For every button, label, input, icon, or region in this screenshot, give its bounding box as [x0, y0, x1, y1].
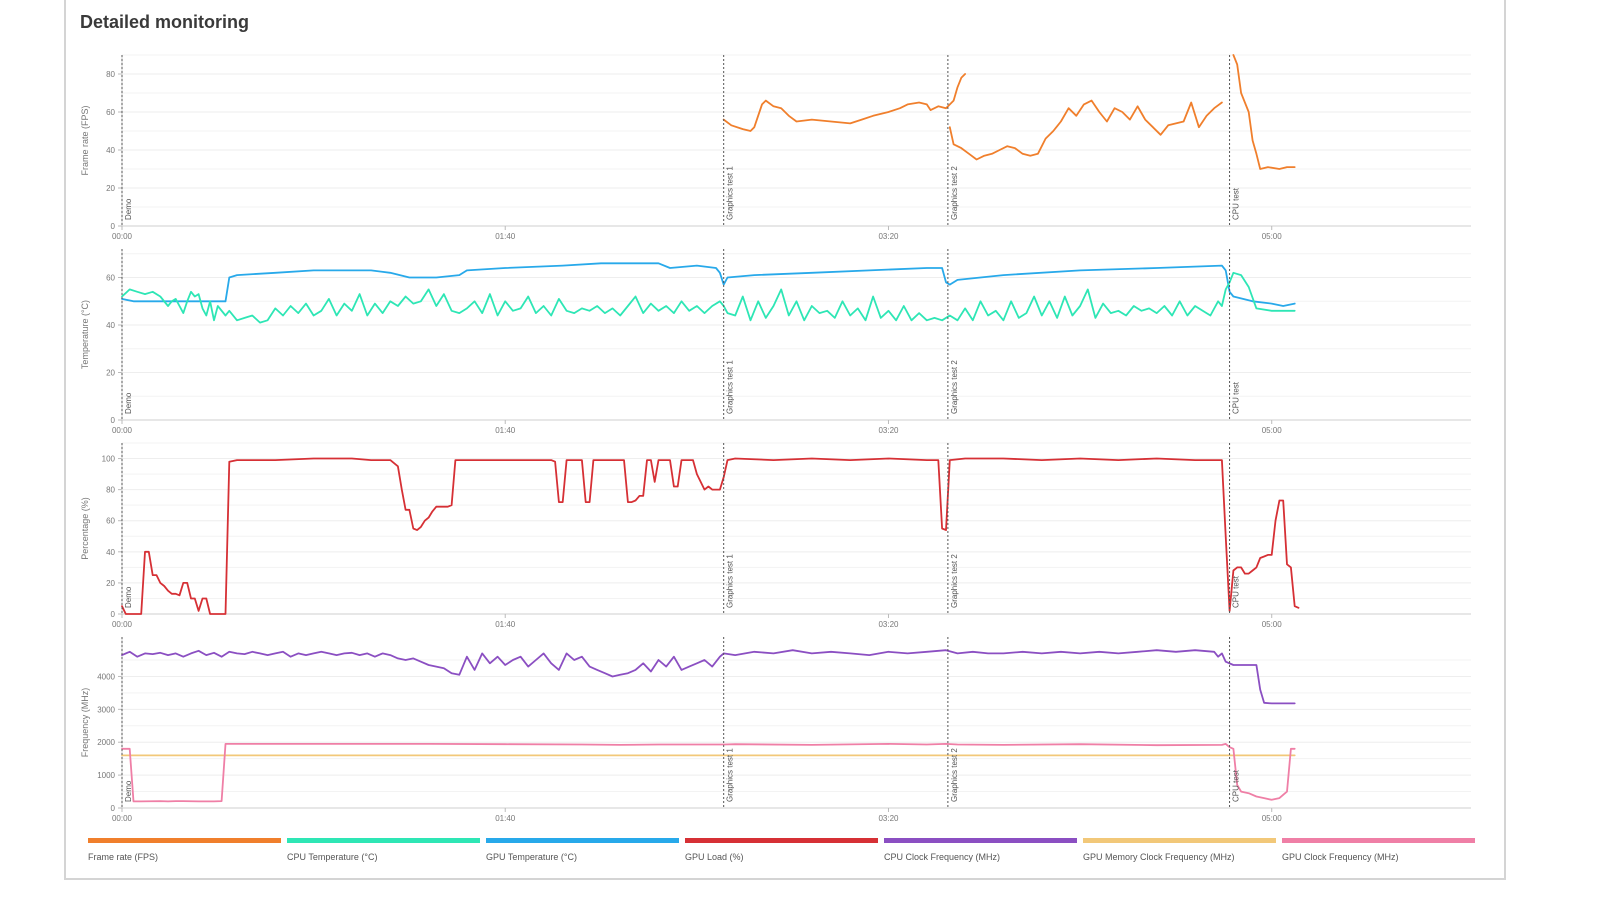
legend-item-gpu-clock[interactable]: GPU Clock Frequency (MHz) — [1282, 838, 1475, 862]
test-marker-label: CPU test — [1232, 575, 1241, 608]
x-tick-label: 01:40 — [495, 620, 516, 629]
legend-label: CPU Clock Frequency (MHz) — [884, 852, 1001, 862]
series-line-frame-rate-fps — [948, 99, 1223, 161]
legend-item-cpu-clock[interactable]: CPU Clock Frequency (MHz) — [884, 838, 1077, 862]
legend-swatch — [486, 838, 679, 843]
chart-2: 0 20 40 60 00:00 01:40 03:20 05:00 Temperature (… — [80, 249, 1471, 435]
chart-4: 0 1000 2000 3000 4000 00:00 01:40 03:20 05:00 Fre… — [80, 637, 1471, 823]
panel-title: Detailed monitoring — [80, 12, 250, 32]
x-tick-label: 05:00 — [1262, 814, 1283, 823]
test-marker-label: Demo — [124, 198, 133, 220]
y-tick-label: 2000 — [97, 738, 115, 747]
y-tick-label: 40 — [106, 146, 115, 155]
legend-swatch — [1083, 838, 1276, 843]
series-line-cpu-temperature-c — [121, 271, 1296, 324]
x-tick-label: 00:00 — [112, 232, 133, 241]
test-marker-label: Graphics test 1 — [726, 748, 735, 802]
series-line-frame-rate-fps — [1232, 54, 1296, 170]
legend-swatch — [287, 838, 480, 843]
y-tick-label: 3000 — [97, 705, 115, 714]
y-tick-label: 20 — [106, 184, 115, 193]
legend-label: Frame rate (FPS) — [88, 852, 159, 862]
chart-1: 0 20 40 60 80 00:00 01:40 03:20 05:00 Frame rate … — [80, 54, 1471, 241]
y-axis-label: Frequency (MHz) — [80, 688, 90, 758]
legend-item-gpu-memory-clock[interactable]: GPU Memory Clock Frequency (MHz) — [1083, 838, 1276, 862]
y-tick-label: 60 — [106, 517, 115, 526]
y-tick-label: 0 — [111, 416, 116, 425]
legend: Frame rate (FPS) CPU Temperature (°C) GP… — [88, 838, 1480, 868]
panel-frame — [64, 0, 1506, 880]
x-tick-label: 01:40 — [495, 426, 516, 435]
x-tick-label: 00:00 — [112, 814, 133, 823]
series-line-frame-rate-fps — [722, 73, 966, 132]
y-axis-label: Temperature (°C) — [80, 300, 90, 369]
y-tick-label: 0 — [111, 804, 116, 813]
series-line-gpu-load — [121, 457, 1300, 615]
test-marker-label: CPU test — [1232, 381, 1241, 414]
y-axis-label: Frame rate (FPS) — [80, 105, 90, 175]
legend-item-gpu-temperature[interactable]: GPU Temperature (°C) — [486, 838, 679, 862]
legend-swatch — [884, 838, 1077, 843]
legend-label: CPU Temperature (°C) — [287, 852, 378, 862]
y-tick-label: 0 — [111, 222, 116, 231]
test-marker-label: Graphics test 2 — [950, 748, 959, 802]
series-line-gpu-clock-frequency-mhz — [121, 743, 1296, 803]
x-tick-label: 00:00 — [112, 620, 133, 629]
legend-swatch — [685, 838, 878, 843]
x-tick-label: 05:00 — [1262, 620, 1283, 629]
x-tick-label: 03:20 — [878, 426, 899, 435]
x-tick-label: 00:00 — [112, 426, 133, 435]
y-tick-label: 0 — [111, 610, 116, 619]
test-marker-label: Graphics test 1 — [726, 360, 735, 414]
test-marker-label: CPU test — [1232, 769, 1241, 802]
x-tick-label: 03:20 — [878, 232, 899, 241]
legend-item-gpu-load[interactable]: GPU Load (%) — [685, 838, 878, 862]
legend-item-cpu-temperature[interactable]: CPU Temperature (°C) — [287, 838, 480, 862]
test-marker-label: Graphics test 2 — [950, 360, 959, 414]
y-tick-label: 100 — [102, 455, 116, 464]
legend-label: GPU Clock Frequency (MHz) — [1282, 852, 1399, 862]
x-tick-label: 05:00 — [1262, 232, 1283, 241]
legend-swatch — [88, 838, 281, 843]
test-marker-label: Graphics test 1 — [726, 554, 735, 608]
series-line-cpu-clock-frequency-mhz — [121, 649, 1296, 705]
test-marker-label: Graphics test 1 — [726, 166, 735, 220]
legend-item-fps[interactable]: Frame rate (FPS) — [88, 838, 281, 862]
series-line-gpu-temperature-c — [121, 262, 1296, 307]
x-tick-label: 01:40 — [495, 814, 516, 823]
y-tick-label: 1000 — [97, 771, 115, 780]
test-marker-label: Demo — [124, 586, 133, 608]
legend-label: GPU Memory Clock Frequency (MHz) — [1083, 852, 1235, 862]
test-marker-label: Graphics test 2 — [950, 554, 959, 608]
x-tick-label: 01:40 — [495, 232, 516, 241]
test-marker-label: CPU test — [1232, 187, 1241, 220]
y-tick-label: 80 — [106, 486, 115, 495]
y-tick-label: 20 — [106, 369, 115, 378]
y-tick-label: 4000 — [97, 672, 115, 681]
legend-swatch — [1282, 838, 1475, 843]
y-tick-label: 60 — [106, 108, 115, 117]
x-tick-label: 05:00 — [1262, 426, 1283, 435]
y-tick-label: 40 — [106, 321, 115, 330]
chart-3: 0 20 40 60 80 100 00:00 01:40 03:20 05:00 Percenta… — [80, 442, 1471, 629]
y-tick-label: 80 — [106, 70, 115, 79]
y-tick-label: 40 — [106, 548, 115, 557]
y-axis-label: Percentage (%) — [80, 497, 90, 560]
x-tick-label: 03:20 — [878, 814, 899, 823]
test-marker-label: Demo — [124, 780, 133, 802]
x-tick-label: 03:20 — [878, 620, 899, 629]
test-marker-label: Demo — [124, 392, 133, 414]
test-marker-label: Graphics test 2 — [950, 166, 959, 220]
y-tick-label: 20 — [106, 579, 115, 588]
legend-label: GPU Temperature (°C) — [486, 852, 577, 862]
y-tick-label: 60 — [106, 274, 115, 283]
legend-label: GPU Load (%) — [685, 852, 744, 862]
